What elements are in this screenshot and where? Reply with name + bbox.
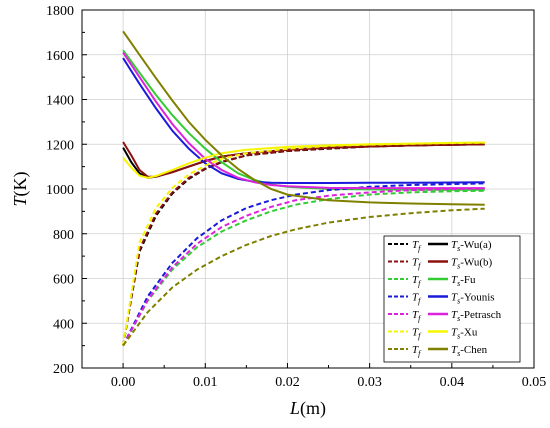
series-fluid-line <box>122 187 485 347</box>
series-solid-line <box>122 30 485 206</box>
x-tick-label: 0.01 <box>193 375 218 390</box>
y-tick-label: 1800 <box>46 4 74 19</box>
legend-solid-label: Ts-Chen <box>451 344 488 358</box>
y-tick-label: 600 <box>53 273 74 288</box>
series-solid-line <box>122 49 485 191</box>
y-axis-ticks: 200 400 600 800 1000 1200 1400 1600 1800 <box>46 4 87 377</box>
legend-solid-label: Ts-Wu(b) <box>451 257 493 271</box>
legend-solid-label: Ts-Younis <box>451 292 495 306</box>
y-axis-label-unit: (K) <box>10 171 31 196</box>
series-layer <box>122 30 485 347</box>
series-solid-line <box>122 51 485 190</box>
legend-fluid-label: Tf <box>412 274 422 288</box>
legend-fluid-label: Tf <box>412 239 422 253</box>
legend-box <box>383 235 521 363</box>
x-tick-label: 0.03 <box>357 375 382 390</box>
legend-solid-label: Ts-Wu(a) <box>451 239 492 253</box>
x-tick-label: 0.02 <box>275 375 300 390</box>
y-tick-label: 1000 <box>46 183 74 198</box>
legend-fluid-label: Tf <box>412 344 422 358</box>
y-tick-label: 400 <box>53 317 74 332</box>
y-tick-label: 200 <box>53 362 74 377</box>
series-fluid-line <box>122 189 485 347</box>
series-fluid-line <box>122 207 485 347</box>
y-tick-label: 1400 <box>46 94 74 109</box>
legend: Tf Ts-Wu(a) Tf Ts-Wu(b) Tf Ts-Fu Tf Ts-Younis Tf… <box>383 235 521 363</box>
x-tick-label: 0.00 <box>111 375 136 390</box>
y-tick-label: 1600 <box>46 49 74 64</box>
legend-solid-label: Ts-Xu <box>451 327 478 341</box>
x-axis-ticks: 0.00 0.01 0.02 0.03 0.04 0.05 <box>111 363 546 390</box>
legend-fluid-label: Tf <box>412 257 422 271</box>
legend-fluid-label: Tf <box>412 309 422 323</box>
x-axis-label-main: L <box>289 398 300 418</box>
y-tick-label: 1200 <box>46 138 74 153</box>
x-axis-label-unit: (m) <box>300 398 326 419</box>
series-fluid-line <box>122 182 485 347</box>
legend-fluid-label: Tf <box>412 292 422 306</box>
series-solid-line <box>122 141 485 179</box>
x-tick-label: 0.05 <box>522 375 547 390</box>
legend-solid-label: Ts-Petrasch <box>451 309 502 323</box>
series-solid-line <box>122 141 485 178</box>
y-axis-label-main: T <box>10 195 30 207</box>
legend-solid-label: Ts-Fu <box>451 274 476 288</box>
series-fluid-line <box>122 143 485 346</box>
x-tick-label: 0.04 <box>440 375 465 390</box>
x-axis-label: L(m) <box>289 398 326 419</box>
legend-fluid-label: Tf <box>412 327 422 341</box>
y-axis-label: T(K) <box>10 171 31 206</box>
y-tick-label: 800 <box>53 228 74 243</box>
